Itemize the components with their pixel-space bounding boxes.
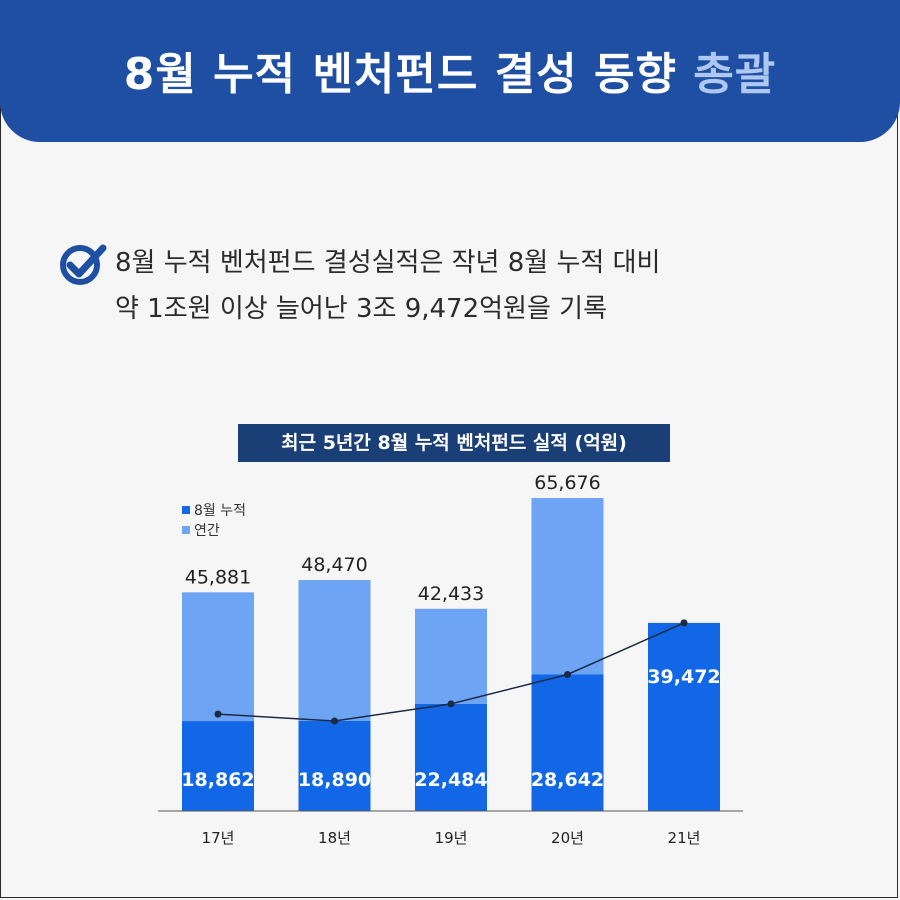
- check-circle-icon: [60, 244, 107, 285]
- bar-monthly-17년: [182, 721, 254, 811]
- trend-point-17년: [214, 710, 222, 718]
- label-monthly-20년: 28,642: [531, 769, 604, 791]
- legend-label-annual: 연간: [194, 523, 220, 539]
- bar-annual-18년: [298, 580, 371, 721]
- bar-annual-20년: [531, 498, 604, 675]
- bar-annual-17년: [182, 592, 254, 722]
- trend-point-21년: [680, 619, 688, 627]
- x-tick-label-19년: 19년: [435, 829, 468, 847]
- label-monthly-19년: 22,484: [414, 769, 487, 791]
- chart-legend: 8월 누적 연간: [182, 500, 246, 540]
- x-tick-label-20년: 20년: [551, 829, 584, 847]
- label-annual-20년: 65,676: [534, 472, 600, 494]
- chart-title: 최근 5년간 8월 누적 벤처펀드 실적 (억원): [238, 424, 670, 462]
- label-monthly-18년: 18,890: [298, 769, 371, 791]
- summary-line-2: 약 1조원 이상 늘어난 3조 9,472억원을 기록: [115, 294, 607, 324]
- legend-swatch-monthly: [182, 506, 190, 514]
- legend-swatch-annual: [182, 526, 190, 534]
- summary-text: 8월 누적 벤처펀드 결성실적은 작년 8월 누적 대비 약 1조원 이상 늘어…: [115, 240, 835, 332]
- label-annual-19년: 42,433: [418, 583, 484, 605]
- title-accent: 총괄: [693, 49, 777, 100]
- title-main: 8월 누적 벤처펀드 결성 동향: [123, 49, 694, 100]
- legend-label-monthly: 8월 누적: [194, 503, 246, 519]
- trend-point-18년: [331, 717, 338, 725]
- trend-point-20년: [564, 670, 571, 678]
- label-annual-18년: 48,470: [301, 554, 367, 576]
- label-annual-17년: 45,881: [185, 566, 251, 588]
- summary-line-1: 8월 누적 벤처펀드 결성실적은 작년 8월 누적 대비: [115, 248, 661, 278]
- x-tick-label-17년: 17년: [202, 829, 235, 847]
- x-tick-label-21년: 21년: [668, 829, 701, 847]
- label-monthly-21년: 39,472: [647, 666, 720, 688]
- bar-annual-19년: [415, 608, 487, 704]
- legend-item-monthly: 8월 누적: [182, 500, 246, 520]
- bar-monthly-21년: [648, 622, 720, 811]
- legend-item-annual: 연간: [182, 520, 246, 540]
- bar-monthly-18년: [298, 720, 371, 811]
- bar-monthly-19년: [415, 703, 487, 811]
- bar-monthly-20년: [531, 674, 604, 811]
- trend-point-19년: [447, 700, 455, 708]
- x-tick-label-18년: 18년: [318, 829, 351, 847]
- page-title: 8월 누적 벤처펀드 결성 동향 총괄: [0, 38, 900, 102]
- label-monthly-17년: 18,862: [181, 769, 254, 791]
- header-banner: 8월 누적 벤처펀드 결성 동향 총괄: [0, 0, 900, 142]
